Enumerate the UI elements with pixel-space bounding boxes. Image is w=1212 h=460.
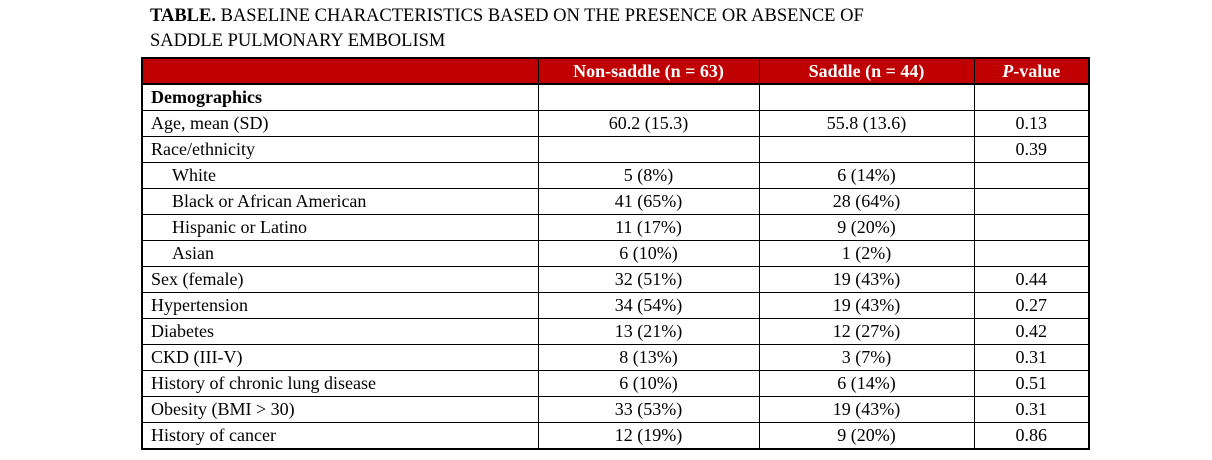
pvalue-value [973, 162, 1090, 189]
saddle-value [758, 83, 975, 111]
nonsaddle-value: 41 (65%) [537, 188, 760, 215]
saddle-value: 28 (64%) [758, 188, 975, 215]
saddle-value: 3 (7%) [758, 344, 975, 371]
row-label: Asian [141, 240, 539, 267]
nonsaddle-value: 60.2 (15.3) [537, 110, 760, 137]
pvalue-value: 0.31 [973, 396, 1090, 423]
saddle-value: 6 (14%) [758, 162, 975, 189]
row-label: Demographics [141, 83, 539, 111]
table-row: White 5 (8%) 6 (14%) [141, 162, 1090, 189]
table-row: Obesity (BMI > 30) 33 (53%) 19 (43%) 0.31 [141, 396, 1090, 423]
saddle-value: 19 (43%) [758, 292, 975, 319]
table-row: Race/ethnicity 0.39 [141, 136, 1090, 163]
header-pvalue-italic: P [1002, 60, 1014, 81]
nonsaddle-value: 5 (8%) [537, 162, 760, 189]
table-row: Demographics [141, 83, 1090, 111]
pvalue-value: 0.27 [973, 292, 1090, 319]
row-label: Black or African American [141, 188, 539, 215]
table-row: Hispanic or Latino 11 (17%) 9 (20%) [141, 214, 1090, 241]
saddle-value: 6 (14%) [758, 370, 975, 397]
header-corner-cell [141, 57, 539, 85]
row-label: History of chronic lung disease [141, 370, 539, 397]
nonsaddle-value: 6 (10%) [537, 370, 760, 397]
nonsaddle-value [537, 136, 760, 163]
pvalue-value [973, 214, 1090, 241]
row-label: Diabetes [141, 318, 539, 345]
table-row: History of cancer 12 (19%) 9 (20%) 0.86 [141, 422, 1090, 450]
saddle-value [758, 136, 975, 163]
saddle-value: 9 (20%) [758, 214, 975, 241]
pvalue-value [973, 240, 1090, 267]
nonsaddle-value: 8 (13%) [537, 344, 760, 371]
table-caption-text: BASELINE CHARACTERISTICS BASED ON THE PR… [215, 6, 864, 26]
table-row: Black or African American 41 (65%) 28 (64%… [141, 188, 1090, 215]
table-body: Demographics Age, mean (SD) 60.2 (15.3) 55.… [141, 83, 1090, 450]
header-saddle: Saddle (n = 44) [758, 57, 975, 85]
pvalue-value [973, 188, 1090, 215]
nonsaddle-value: 12 (19%) [537, 422, 760, 450]
table-row: History of chronic lung disease 6 (10%) 6 … [141, 370, 1090, 397]
baseline-characteristics-table: Non-saddle (n = 63) Saddle (n = 44) P-va… [141, 57, 1090, 450]
row-label: White [141, 162, 539, 189]
header-row: Non-saddle (n = 63) Saddle (n = 44) P-va… [141, 57, 1090, 85]
table-caption-line1: TABLE. BASELINE CHARACTERISTICS BASED ON… [150, 4, 1050, 29]
row-label: Age, mean (SD) [141, 110, 539, 137]
row-label: Sex (female) [141, 266, 539, 293]
row-label: CKD (III-V) [141, 344, 539, 371]
saddle-value: 19 (43%) [758, 266, 975, 293]
table-caption: TABLE. BASELINE CHARACTERISTICS BASED ON… [150, 4, 1050, 54]
table-row: Asian 6 (10%) 1 (2%) [141, 240, 1090, 267]
pvalue-value: 0.86 [973, 422, 1090, 450]
saddle-value: 1 (2%) [758, 240, 975, 267]
pvalue-value: 0.51 [973, 370, 1090, 397]
saddle-value: 55.8 (13.6) [758, 110, 975, 137]
saddle-value: 12 (27%) [758, 318, 975, 345]
table-row: Sex (female) 32 (51%) 19 (43%) 0.44 [141, 266, 1090, 293]
nonsaddle-value: 32 (51%) [537, 266, 760, 293]
table-row: CKD (III-V) 8 (13%) 3 (7%) 0.31 [141, 344, 1090, 371]
table-row: Diabetes 13 (21%) 12 (27%) 0.42 [141, 318, 1090, 345]
row-label: Obesity (BMI > 30) [141, 396, 539, 423]
saddle-value: 9 (20%) [758, 422, 975, 450]
nonsaddle-value: 6 (10%) [537, 240, 760, 267]
row-label: Race/ethnicity [141, 136, 539, 163]
table-caption-line2: SADDLE PULMONARY EMBOLISM [150, 31, 446, 51]
nonsaddle-value [537, 83, 760, 111]
nonsaddle-value: 34 (54%) [537, 292, 760, 319]
header-pvalue-rest: -value [1013, 60, 1061, 81]
pvalue-value: 0.39 [973, 136, 1090, 163]
nonsaddle-value: 33 (53%) [537, 396, 760, 423]
pvalue-value: 0.44 [973, 266, 1090, 293]
pvalue-value [973, 83, 1090, 111]
pvalue-value: 0.42 [973, 318, 1090, 345]
pvalue-value: 0.31 [973, 344, 1090, 371]
table-caption-label: TABLE. [150, 6, 216, 26]
saddle-value: 19 (43%) [758, 396, 975, 423]
row-label: History of cancer [141, 422, 539, 450]
header-pvalue: P-value [973, 57, 1090, 85]
row-label: Hispanic or Latino [141, 214, 539, 241]
pvalue-value: 0.13 [973, 110, 1090, 137]
nonsaddle-value: 13 (21%) [537, 318, 760, 345]
row-label: Hypertension [141, 292, 539, 319]
table-row: Hypertension 34 (54%) 19 (43%) 0.27 [141, 292, 1090, 319]
table-row: Age, mean (SD) 60.2 (15.3) 55.8 (13.6) 0.13 [141, 110, 1090, 137]
header-nonsaddle: Non-saddle (n = 63) [537, 57, 760, 85]
nonsaddle-value: 11 (17%) [537, 214, 760, 241]
